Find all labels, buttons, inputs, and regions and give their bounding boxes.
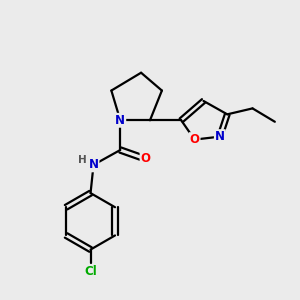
Text: H: H xyxy=(78,154,87,164)
Text: N: N xyxy=(88,158,98,171)
Text: O: O xyxy=(190,133,200,146)
Text: N: N xyxy=(115,114,125,127)
Text: Cl: Cl xyxy=(84,266,97,278)
Text: N: N xyxy=(215,130,225,143)
Text: O: O xyxy=(140,152,151,165)
